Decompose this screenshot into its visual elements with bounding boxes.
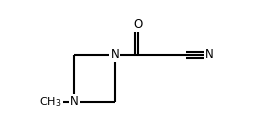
Text: N: N <box>205 48 214 61</box>
Text: N: N <box>70 95 79 108</box>
Text: CH$_3$: CH$_3$ <box>39 95 62 109</box>
Text: N: N <box>111 48 119 61</box>
Text: O: O <box>134 18 143 31</box>
